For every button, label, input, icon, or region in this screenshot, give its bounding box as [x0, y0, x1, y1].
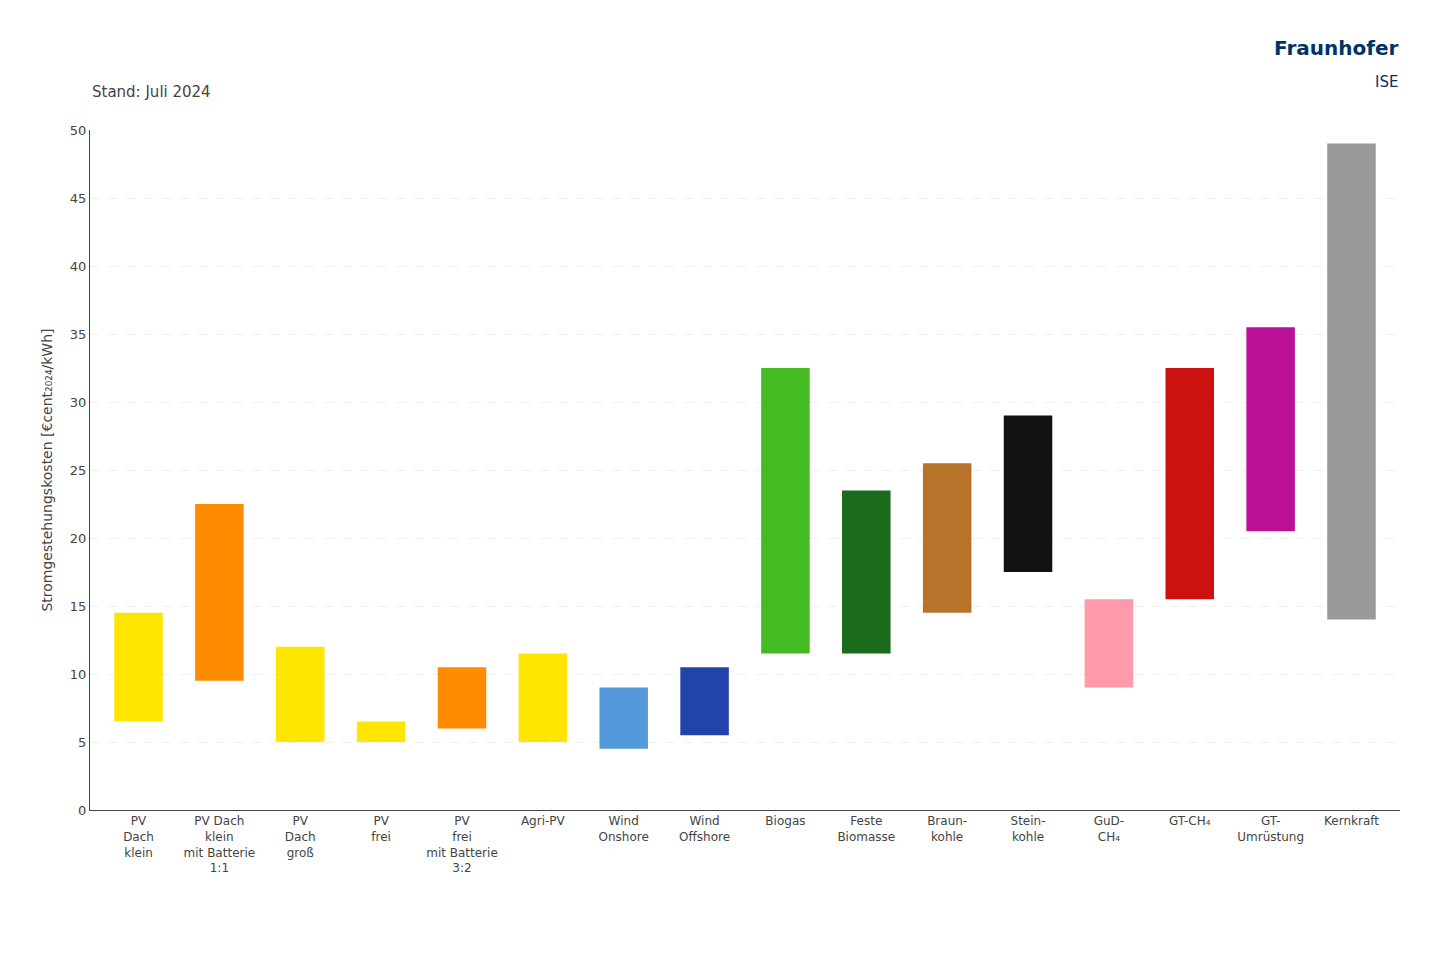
- svg-text:40: 40: [70, 259, 87, 274]
- svg-text:PVDachklein: PVDachklein: [123, 814, 154, 859]
- svg-text:50: 50: [70, 123, 87, 138]
- svg-text:Stein-kohle: Stein-kohle: [1011, 814, 1046, 844]
- svg-text:30: 30: [70, 395, 87, 410]
- svg-text:5: 5: [78, 735, 86, 750]
- svg-text:25: 25: [70, 463, 87, 478]
- svg-text:WindOnshore: WindOnshore: [599, 814, 649, 844]
- svg-text:45: 45: [70, 191, 87, 206]
- svg-text:ISE: ISE: [1375, 73, 1398, 91]
- svg-text:15: 15: [70, 599, 87, 614]
- svg-text:GT-Umrüstung: GT-Umrüstung: [1237, 814, 1304, 844]
- svg-text:PV Dachkleinmit Batterie1:1: PV Dachkleinmit Batterie1:1: [184, 814, 256, 875]
- svg-text:Agri-PV: Agri-PV: [521, 814, 566, 828]
- svg-text:Biogas: Biogas: [765, 814, 805, 828]
- svg-text:PVDachgroß: PVDachgroß: [285, 814, 316, 859]
- svg-text:Kernkraft: Kernkraft: [1324, 814, 1379, 828]
- svg-text:0: 0: [78, 803, 86, 818]
- svg-text:FesteBiomasse: FesteBiomasse: [837, 814, 895, 844]
- svg-text:Fraunhofer: Fraunhofer: [1274, 36, 1398, 60]
- svg-text:20: 20: [70, 531, 87, 546]
- svg-text:Stromgestehungskosten [€cent₂₀: Stromgestehungskosten [€cent₂₀₂₄/kWh]: [39, 328, 55, 611]
- svg-text:Braun-kohle: Braun-kohle: [927, 814, 967, 844]
- svg-text:35: 35: [70, 327, 87, 342]
- svg-text:PVfreimit Batterie3:2: PVfreimit Batterie3:2: [426, 814, 498, 875]
- svg-text:WindOffshore: WindOffshore: [679, 814, 730, 844]
- svg-text:GuD-CH₄: GuD-CH₄: [1094, 814, 1124, 844]
- svg-text:PVfrei: PVfrei: [371, 814, 391, 844]
- svg-text:Stand: Juli 2024: Stand: Juli 2024: [92, 83, 211, 101]
- svg-text:10: 10: [70, 667, 87, 682]
- svg-text:GT-CH₄: GT-CH₄: [1169, 814, 1211, 828]
